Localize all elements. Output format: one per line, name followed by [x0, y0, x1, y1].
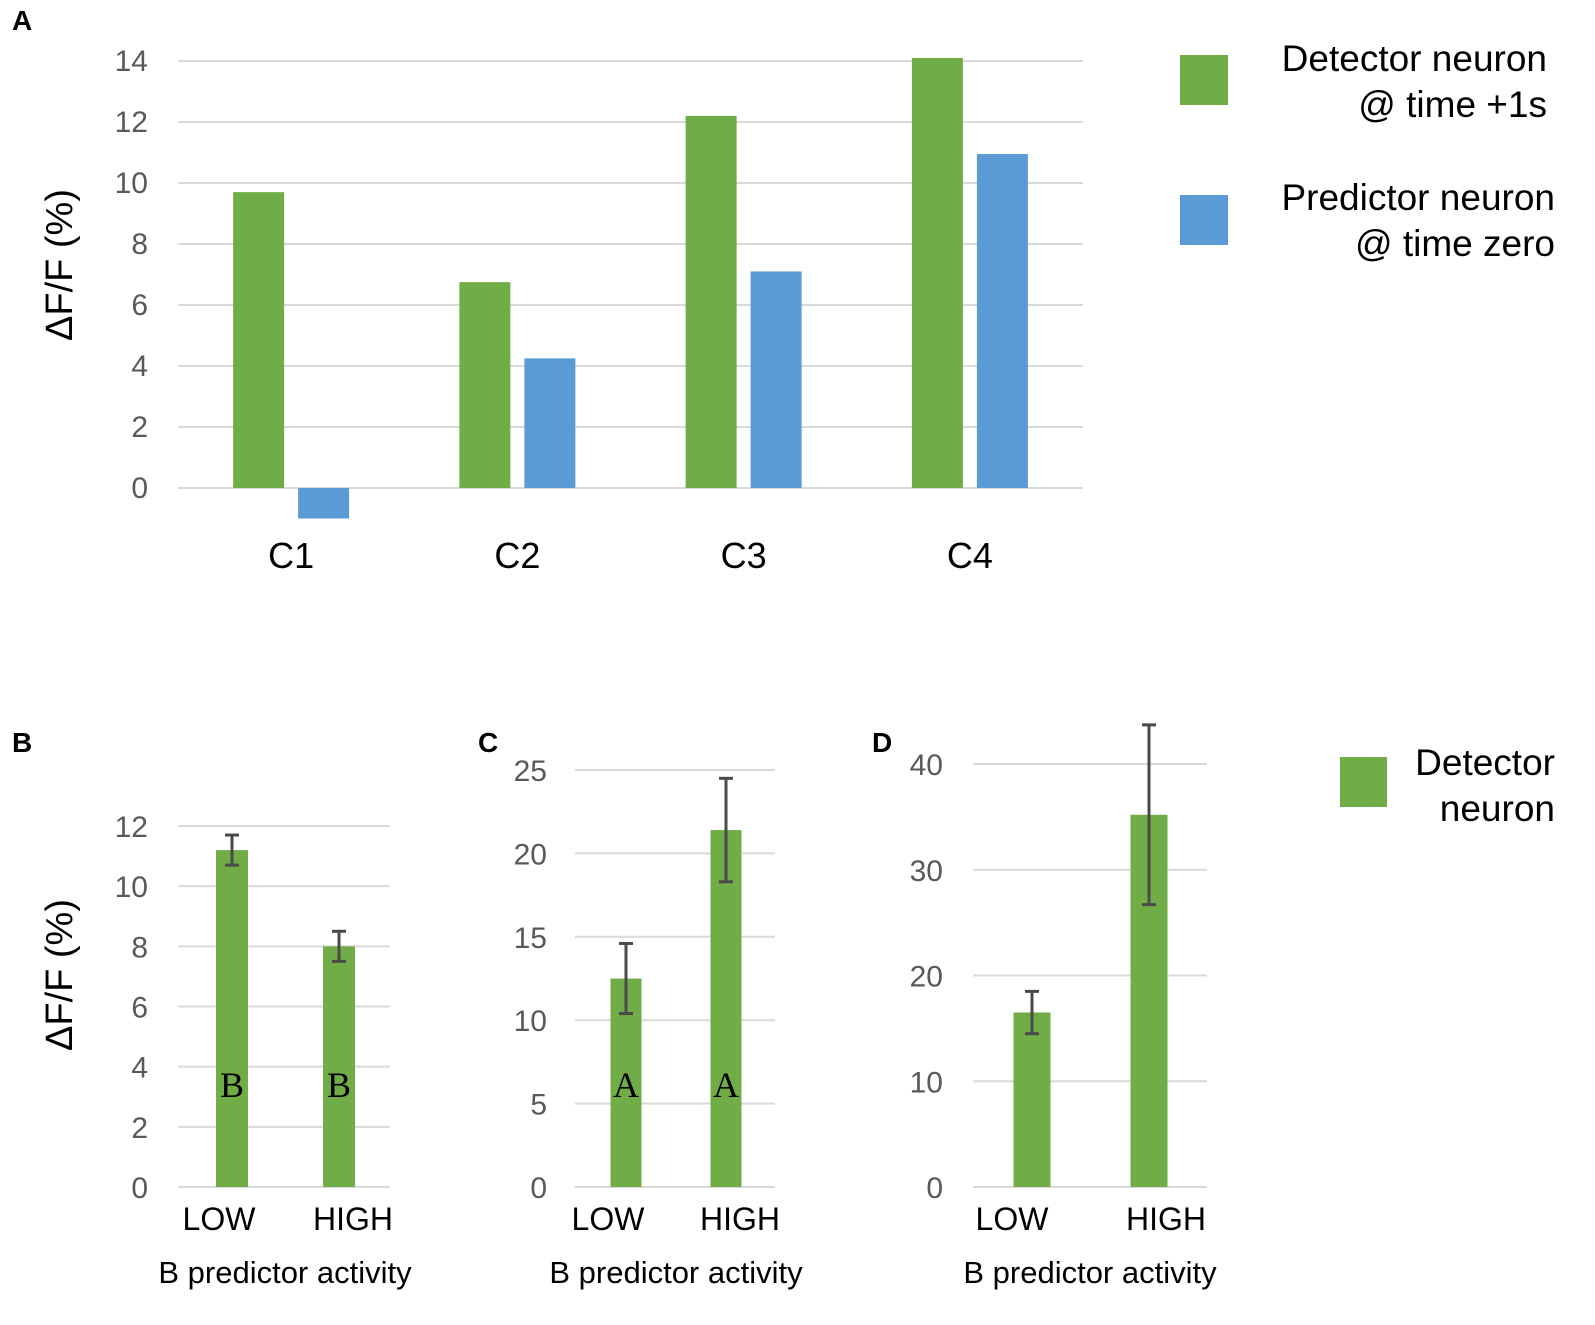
panel-a-bar-c2-predictor [524, 358, 576, 488]
panel-d-category-label: HIGH [1126, 1201, 1206, 1237]
panel-a-ytick-label: 8 [131, 228, 148, 261]
panel-a-ytick-label: 10 [115, 167, 148, 200]
panel-a-ytick-label: 6 [131, 289, 148, 322]
legend-predictor-line2: @ time zero [1355, 223, 1555, 264]
panel-b-annotation: B [220, 1065, 244, 1105]
panel-b-ytick-label: 2 [131, 1112, 148, 1145]
panel-b-category-label: HIGH [313, 1201, 393, 1237]
panel-a-bar-c4-detector [911, 57, 963, 488]
panel-c-annotation: A [713, 1065, 739, 1105]
legend-swatch-detector-bottom [1340, 757, 1387, 807]
panel-a-bar-c1-predictor [298, 488, 350, 519]
panel-a-bar-c3-predictor [750, 271, 802, 488]
panel-b-ylabel: ΔF/F (%) [39, 899, 81, 1051]
panel-d-bar-low [1013, 1012, 1051, 1187]
panel-label-a: A [12, 5, 32, 36]
panel-a-ylabel: ΔF/F (%) [39, 189, 81, 341]
panel-d-ytick-label: 10 [910, 1066, 943, 1099]
panel-b-bar-low [216, 850, 248, 1187]
panel-d-category-label: LOW [976, 1201, 1050, 1237]
panel-c-ytick-label: 5 [530, 1089, 547, 1122]
panel-a-category-label: C4 [947, 535, 993, 576]
panel-b-category-label: LOW [183, 1201, 257, 1237]
panel-d-xlabel: B predictor activity [963, 1255, 1217, 1290]
legend-detector-line2: @ time +1s [1358, 84, 1547, 125]
panel-b-ytick-label: 10 [115, 871, 148, 904]
panel-a-category-label: C2 [494, 535, 540, 576]
panel-c-category-label: HIGH [700, 1201, 780, 1237]
panel-a-ytick-label: 14 [115, 45, 148, 78]
legend-swatch-predictor [1180, 195, 1228, 245]
panel-c-ytick-label: 25 [514, 755, 547, 788]
panel-c-ytick-label: 20 [514, 838, 547, 871]
panel-a-category-label: C1 [268, 535, 314, 576]
panel-b-ytick-label: 12 [115, 811, 148, 844]
panel-d-ytick-label: 40 [910, 749, 943, 782]
panel-d-ytick-label: 30 [910, 855, 943, 888]
panel-a-ytick-label: 2 [131, 411, 148, 444]
legend-swatch-detector [1180, 55, 1228, 105]
panel-label-b: B [12, 727, 32, 758]
panel-a-ytick-label: 12 [115, 106, 148, 139]
panel-a-bar-c4-predictor [976, 154, 1028, 488]
panel-a-bar-c2-detector [459, 282, 511, 488]
panel-c-annotation: A [613, 1065, 639, 1105]
panel-c-category-label: LOW [572, 1201, 646, 1237]
panel-label-d: D [872, 727, 892, 758]
panel-a-bar-c3-detector [685, 115, 737, 489]
panel-b-ytick-label: 8 [131, 931, 148, 964]
panel-a-category-label: C3 [721, 535, 767, 576]
panel-b-ytick-label: 0 [131, 1172, 148, 1205]
panel-c-ytick-label: 15 [514, 922, 547, 955]
panel-c-ytick-label: 0 [530, 1172, 547, 1205]
legend-bottom-line2: neuron [1440, 788, 1555, 829]
panel-b-annotation: B [327, 1065, 351, 1105]
panel-c-ytick-label: 10 [514, 1005, 547, 1038]
panel-a-bar-c1-detector [233, 192, 285, 488]
panel-label-c: C [478, 727, 498, 758]
legend-predictor-line1: Predictor neuron [1281, 177, 1555, 218]
legend-bottom-line1: Detector [1415, 742, 1555, 783]
panel-d-ytick-label: 20 [910, 961, 943, 994]
panel-b-bar-high [323, 946, 355, 1187]
panel-d-ytick-label: 0 [926, 1172, 943, 1205]
panel-b-xlabel: B predictor activity [158, 1255, 412, 1290]
panel-b-ytick-label: 4 [131, 1052, 148, 1085]
panel-a-ytick-label: 4 [131, 350, 148, 383]
panel-a-ytick-label: 0 [131, 472, 148, 505]
legend-detector-line1: Detector neuron [1282, 38, 1547, 79]
panel-b-ytick-label: 6 [131, 992, 148, 1025]
panel-c-xlabel: B predictor activity [549, 1255, 803, 1290]
panel-c-bar-high [710, 830, 742, 1187]
